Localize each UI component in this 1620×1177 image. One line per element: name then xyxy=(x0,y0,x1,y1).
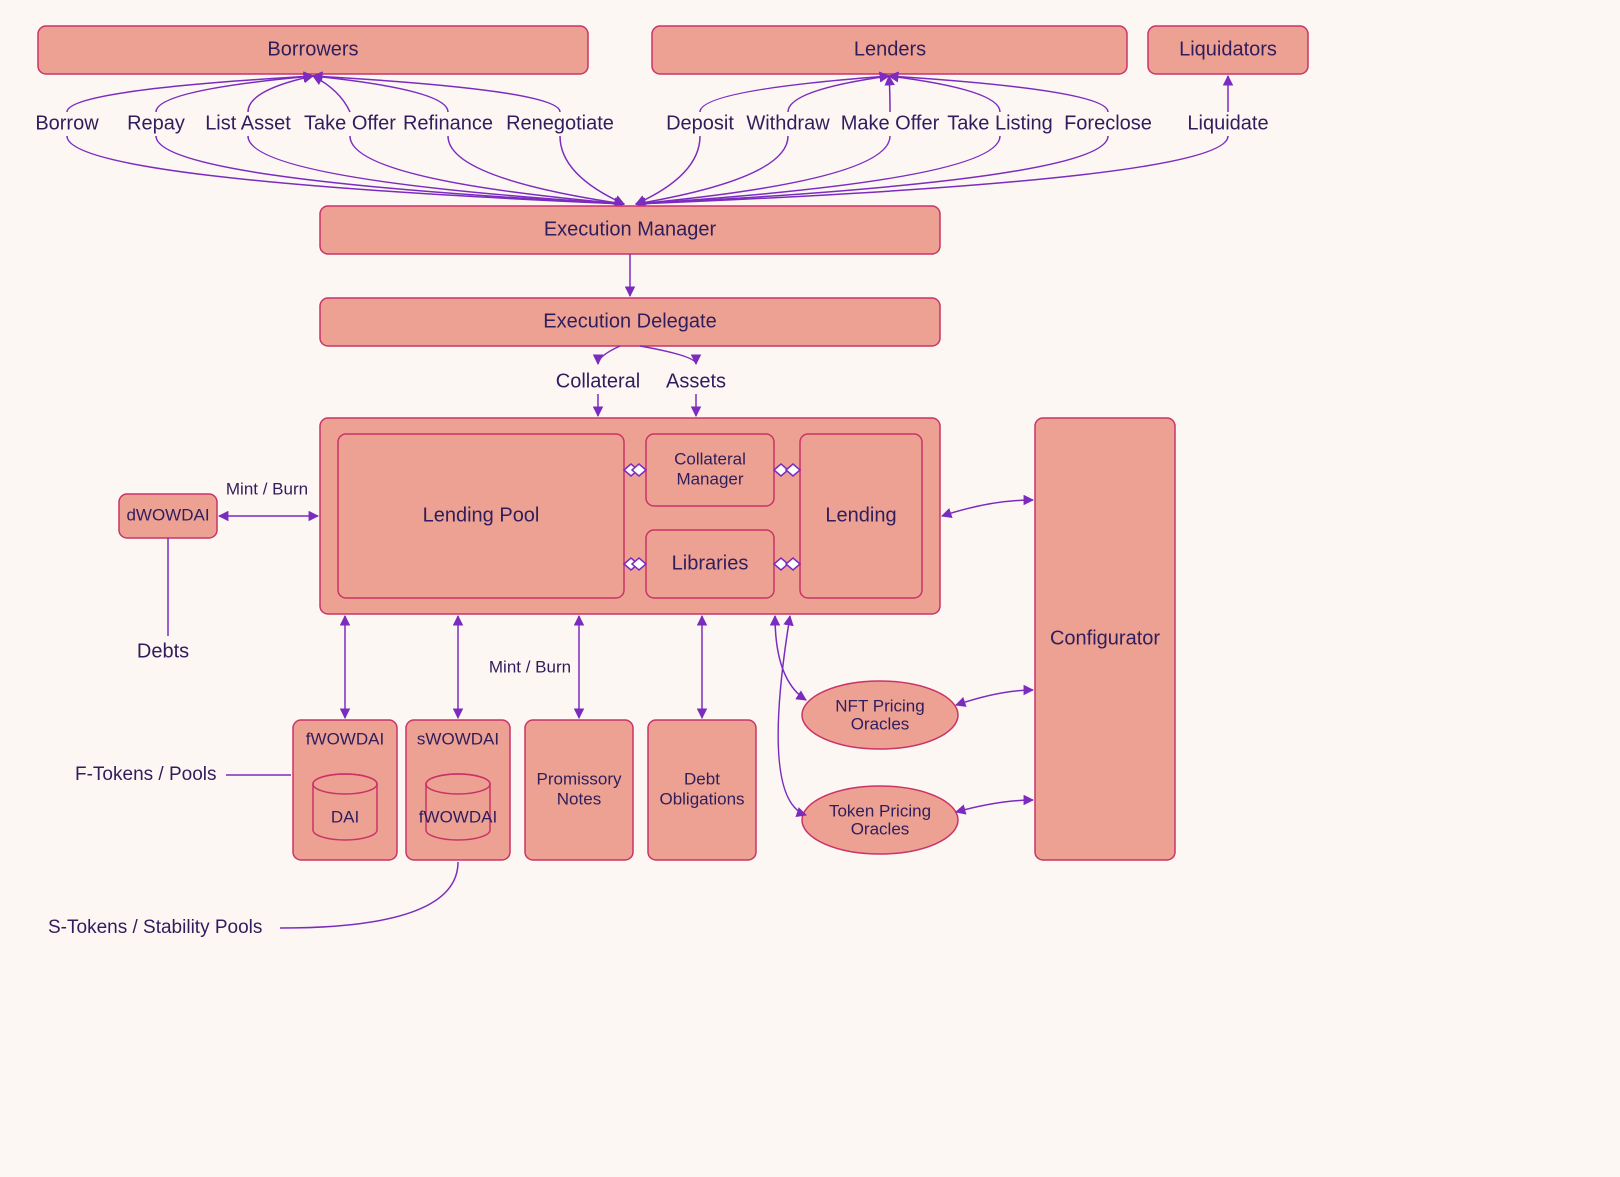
edge-deposit-down xyxy=(636,136,700,204)
dwowdai-label: dWOWDAI xyxy=(126,505,209,524)
promissory-label-1: Promissory xyxy=(536,769,622,788)
action-foreclose: Foreclose xyxy=(1064,112,1152,134)
collateral-mgr-label-2: Manager xyxy=(676,469,743,488)
edge-cfg-nft xyxy=(956,690,1033,705)
collateral-mgr-label-1: Collateral xyxy=(674,449,746,468)
action-make-offer: Make Offer xyxy=(841,112,940,134)
edge-reneg-up xyxy=(313,76,560,112)
libraries-label: Libraries xyxy=(672,552,749,574)
action-repay: Repay xyxy=(127,112,185,134)
dai-cyl-label: DAI xyxy=(331,807,359,826)
lending-label: Lending xyxy=(825,504,896,526)
edge-reneg-down xyxy=(560,136,624,204)
promissory-label-2b: Notes xyxy=(557,789,601,808)
edge-withdraw-up xyxy=(788,76,889,112)
nft-oracle-label-1: NFT Pricing xyxy=(835,696,924,715)
token-oracle-label-1: Token Pricing xyxy=(829,801,931,820)
ftokens-label: F-Tokens / Pools xyxy=(75,764,217,785)
action-renegotiate: Renegotiate xyxy=(506,112,614,134)
edge-del-assets xyxy=(640,346,696,364)
fwowdai-cylinder: fWOWDAI xyxy=(419,774,497,840)
borrowers-label: Borrowers xyxy=(267,38,358,60)
debt-obl-label-1: Debt xyxy=(684,769,720,788)
stokens-label: S-Tokens / Stability Pools xyxy=(48,917,262,938)
fwowdai-label: fWOWDAI xyxy=(306,729,384,748)
action-liquidate: Liquidate xyxy=(1187,112,1268,134)
edge-refinance-up xyxy=(313,76,448,112)
edge-borrow-down xyxy=(67,136,624,204)
edge-takelisting-up xyxy=(889,76,1000,112)
edge-pool-nft xyxy=(775,616,806,700)
token-oracle-label-2: Oracles xyxy=(851,819,910,838)
mint-burn-2-label: Mint / Burn xyxy=(489,657,571,676)
edge-cfg-token xyxy=(956,800,1033,812)
action-take-offer: Take Offer xyxy=(304,112,396,134)
edge-makeoffer-up xyxy=(889,76,890,112)
lenders-label: Lenders xyxy=(854,38,926,60)
edge-cfg-lending xyxy=(942,500,1033,516)
action-withdraw: Withdraw xyxy=(746,112,830,134)
action-list-asset: List Asset xyxy=(205,112,291,134)
action-take-listing: Take Listing xyxy=(947,112,1053,134)
edge-repay-down xyxy=(156,136,624,204)
debt-obl-label-2: Obligations xyxy=(659,789,744,808)
edge-takelisting-down xyxy=(636,136,1000,204)
debts-label: Debts xyxy=(137,640,189,662)
dai-cylinder: DAI xyxy=(313,774,377,840)
fwowdai-cyl-label: fWOWDAI xyxy=(419,807,497,826)
configurator-label: Configurator xyxy=(1050,627,1160,649)
edge-refinance-down xyxy=(448,136,624,204)
nft-oracle-label-2: Oracles xyxy=(851,714,910,733)
lending-pool-label: Lending Pool xyxy=(423,504,540,526)
collateral-label: Collateral xyxy=(556,370,640,392)
liquidators-label: Liquidators xyxy=(1179,38,1277,60)
edge-del-collateral xyxy=(598,346,620,364)
action-refinance: Refinance xyxy=(403,112,493,134)
action-deposit: Deposit xyxy=(666,112,734,134)
exec-delegate-label: Execution Delegate xyxy=(543,310,716,332)
edge-takeoffer-up xyxy=(313,76,350,112)
swowdai-label: sWOWDAI xyxy=(417,729,499,748)
mint-burn-1-label: Mint / Burn xyxy=(226,479,308,498)
assets-label: Assets xyxy=(666,370,726,392)
edge-borrow-up xyxy=(67,76,313,112)
action-borrow: Borrow xyxy=(35,112,99,134)
edge-foreclose-down xyxy=(636,136,1108,204)
exec-manager-label: Execution Manager xyxy=(544,218,717,240)
edge-stokens xyxy=(280,862,458,928)
edge-deposit-up xyxy=(700,76,889,112)
